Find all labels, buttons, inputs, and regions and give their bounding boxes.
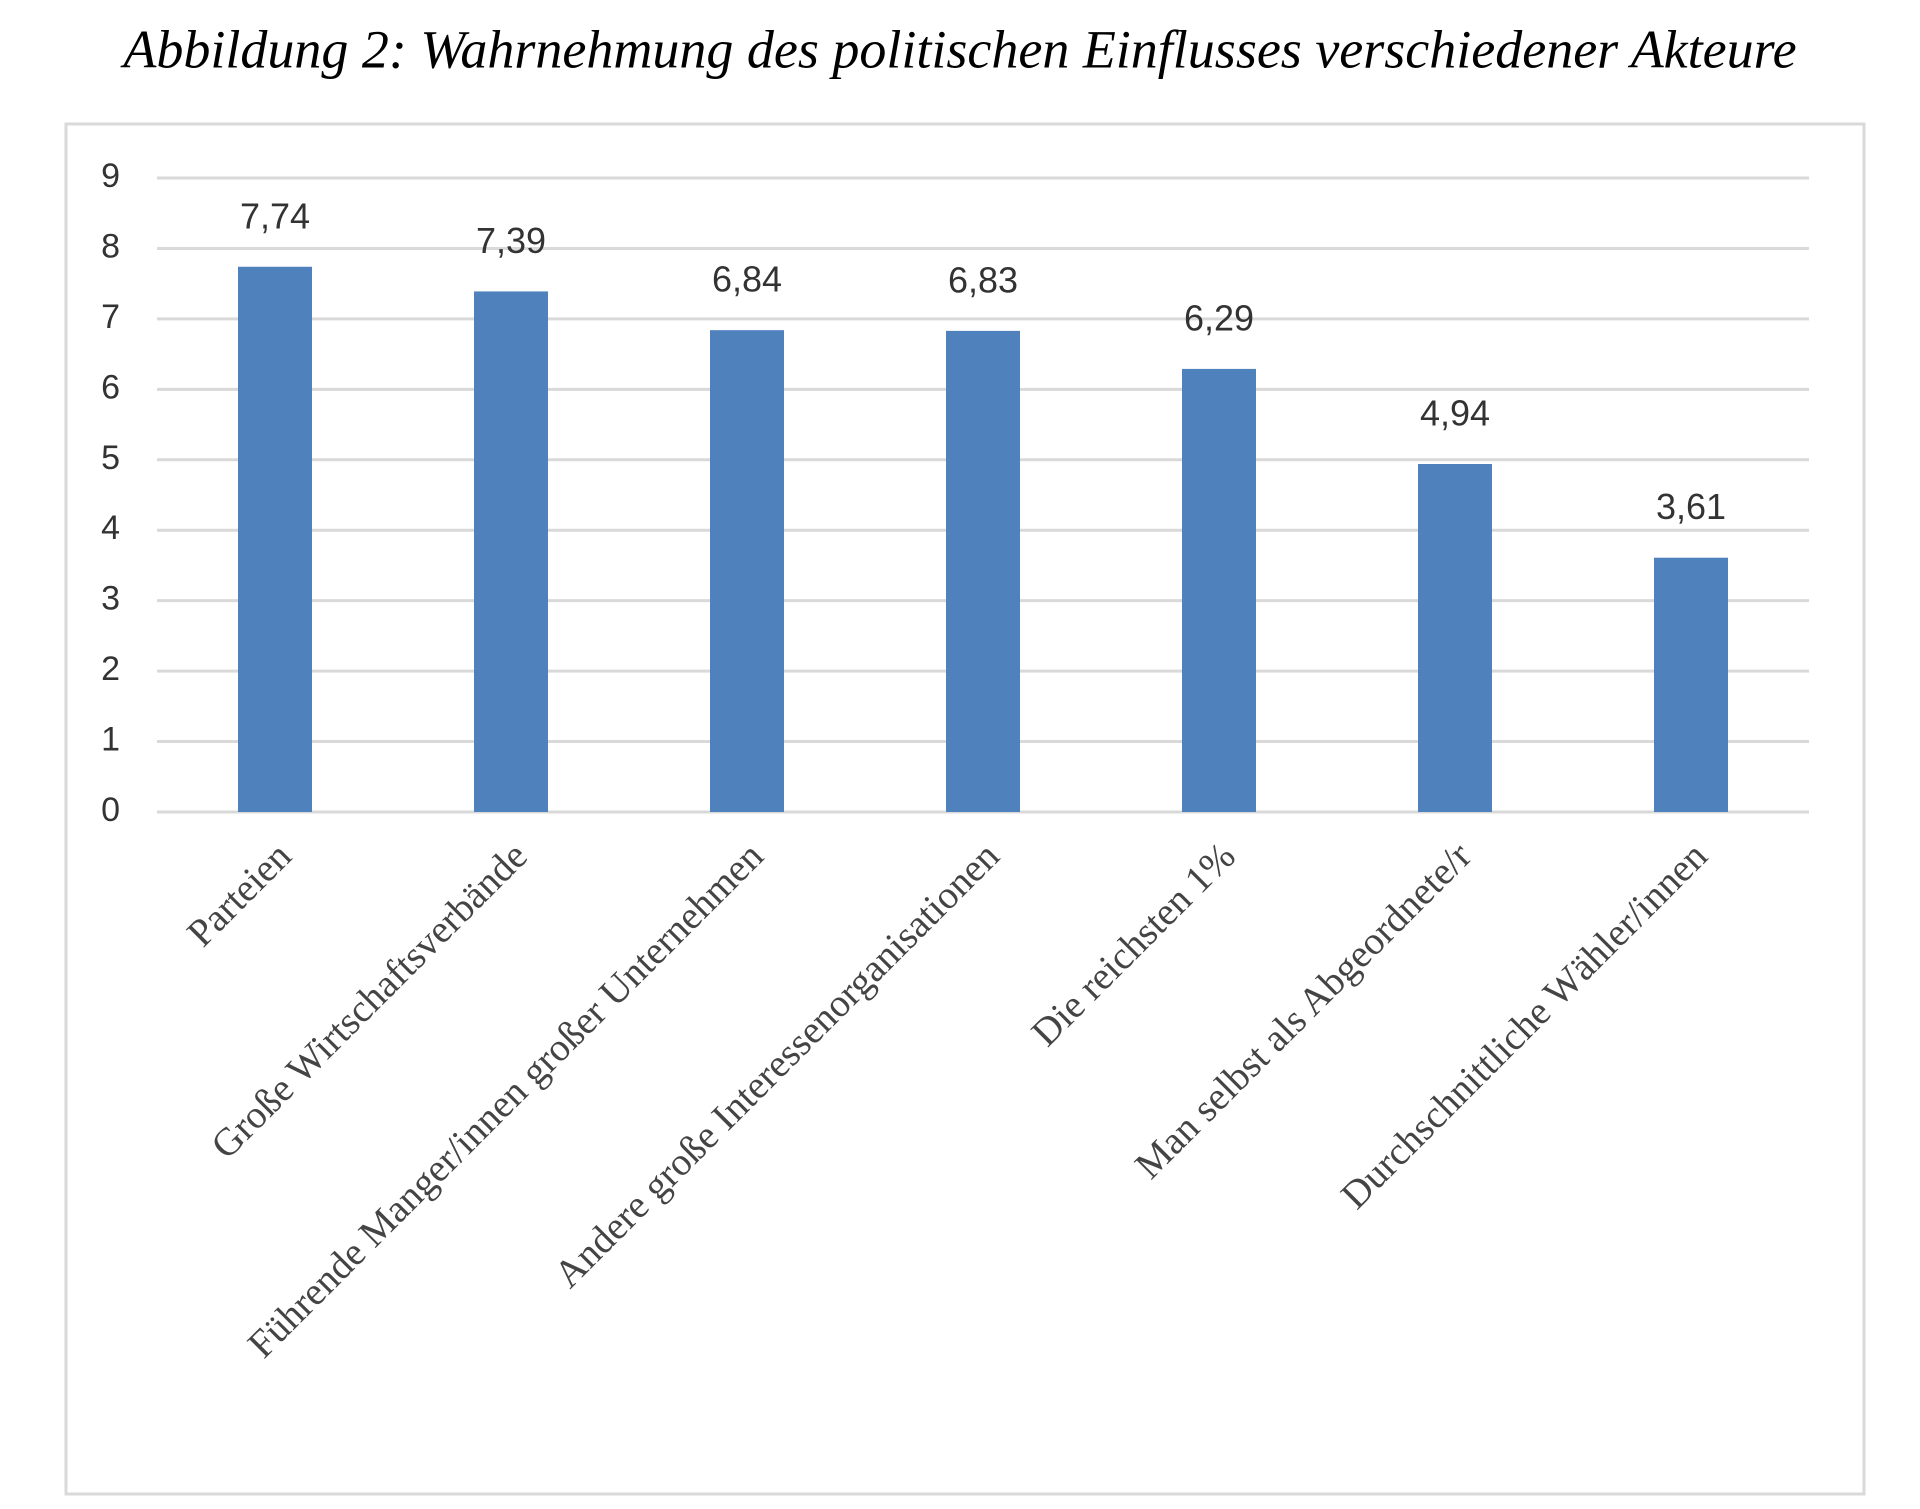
bar [1418, 464, 1492, 812]
y-tick-label: 4 [101, 509, 120, 547]
y-tick-label: 0 [101, 791, 120, 829]
chart-title: Abbildung 2: Wahrnehmung des politischen… [120, 19, 1796, 79]
x-tick-label: Andere große Interessenorganisationen [546, 834, 1008, 1296]
x-tick-label: Durchschnittliche Wähler/innen [1333, 834, 1716, 1217]
value-label: 3,61 [1656, 486, 1726, 527]
value-label: 6,83 [948, 259, 1018, 300]
bar [710, 330, 784, 812]
bar [474, 291, 548, 813]
bar [1654, 557, 1728, 812]
value-label: 7,39 [476, 220, 546, 261]
x-tick-label: Führende Manger/innen großer Unternehmen [240, 834, 772, 1366]
x-tick-label: Parteien [179, 834, 300, 955]
value-label: 6,29 [1184, 297, 1254, 338]
y-tick-label: 8 [101, 227, 120, 265]
value-label: 7,74 [240, 195, 310, 236]
y-tick-label: 5 [101, 439, 120, 477]
bar [946, 330, 1020, 812]
bar [1182, 368, 1256, 812]
chart-frame [64, 122, 1866, 1496]
y-tick-label: 7 [101, 298, 120, 336]
x-tick-label: Die reichsten 1% [1023, 834, 1243, 1054]
value-label: 4,94 [1420, 393, 1490, 434]
bar [238, 266, 312, 812]
value-label: 6,84 [712, 259, 782, 300]
y-tick-label: 3 [101, 580, 120, 618]
y-tick-label: 6 [101, 368, 120, 406]
y-tick-label: 2 [101, 650, 120, 688]
y-tick-label: 9 [101, 157, 120, 195]
y-tick-label: 1 [101, 721, 120, 759]
